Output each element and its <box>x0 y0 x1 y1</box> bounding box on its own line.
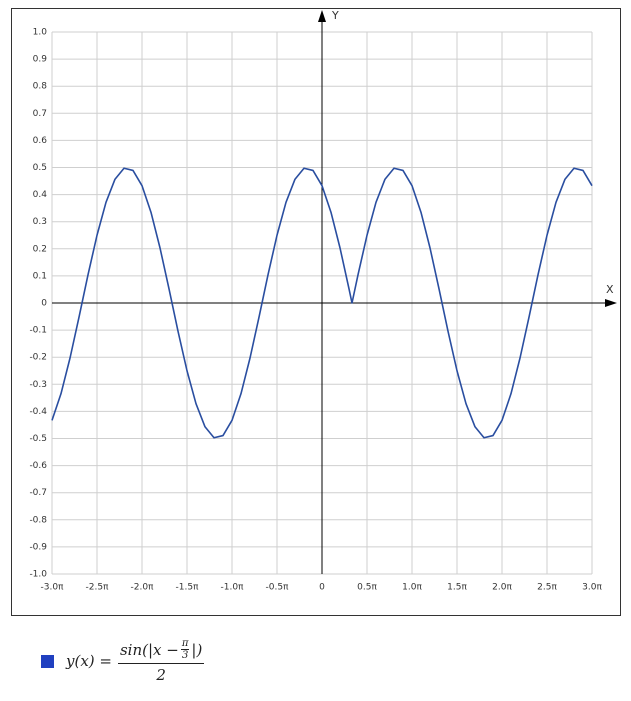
chart: Y X 1.0 0.9 0.8 0.7 0.6 0.5 0.4 0.3 0.2 0.1 0 -0.1 -… <box>11 8 621 616</box>
y-tick-label: 0.8 <box>33 82 48 92</box>
y-tick-label: 0.2 <box>33 244 47 254</box>
num-post: |) <box>191 640 203 659</box>
y-tick-label: 0.1 <box>33 271 47 281</box>
y-tick-label: 0 <box>41 299 47 309</box>
x-tick-label: -0.5π <box>266 583 290 593</box>
x-tick-label: -2.0π <box>131 583 155 593</box>
y-tick-label: 0.5 <box>33 163 47 173</box>
num-pre: sin(|x − <box>119 640 179 659</box>
legend-lhs: y(x) = <box>66 652 112 670</box>
y-tick-label: -0.5 <box>29 434 47 444</box>
y-axis-label: Y <box>331 9 339 22</box>
x-arrow <box>605 299 617 307</box>
legend-swatch <box>41 654 54 668</box>
y-tick-label: -0.4 <box>29 407 47 417</box>
y-tick-label: -0.1 <box>29 326 47 336</box>
chart-border <box>11 8 621 616</box>
x-tick-label: -1.0π <box>221 583 245 593</box>
y-tick-label: -0.8 <box>29 515 47 525</box>
x-tick-label: 1.0π <box>402 583 422 593</box>
y-tick-label: 0.3 <box>33 217 47 227</box>
y-tick-label: 0.9 <box>33 55 48 65</box>
y-tick-label: -0.7 <box>29 488 47 498</box>
x-tick-label: 2.5π <box>537 583 557 593</box>
axes: Y X <box>52 9 617 574</box>
y-arrow <box>318 10 326 22</box>
y-tick-label: 0.6 <box>33 136 48 146</box>
x-tick-label: 1.5π <box>447 583 467 593</box>
series-line <box>51 167 593 439</box>
y-tick-label: -0.3 <box>29 380 47 390</box>
x-tick-label: -1.5π <box>176 583 200 593</box>
inner-den: 3 <box>181 650 189 661</box>
x-tick-label: 0 <box>319 583 325 593</box>
x-tick-label: 0.5π <box>357 583 377 593</box>
y-tick-label: -1.0 <box>29 570 47 580</box>
y-tick-label: 1.0 <box>33 28 48 38</box>
y-tick-label: -0.9 <box>29 542 47 552</box>
y-tick-label: 0.4 <box>33 190 48 200</box>
x-tick-label: 3.0π <box>582 583 602 593</box>
y-tick-label: 0.7 <box>33 109 47 119</box>
x-tick-label: -2.5π <box>86 583 110 593</box>
x-axis-label: X <box>606 283 614 296</box>
x-tick-label: -3.0π <box>41 583 65 593</box>
y-tick-label: -0.2 <box>29 353 47 363</box>
inner-num: π <box>180 638 190 650</box>
x-tick-label: 2.0π <box>492 583 512 593</box>
y-tick-label: -0.6 <box>29 461 47 471</box>
denominator: 2 <box>156 666 166 684</box>
